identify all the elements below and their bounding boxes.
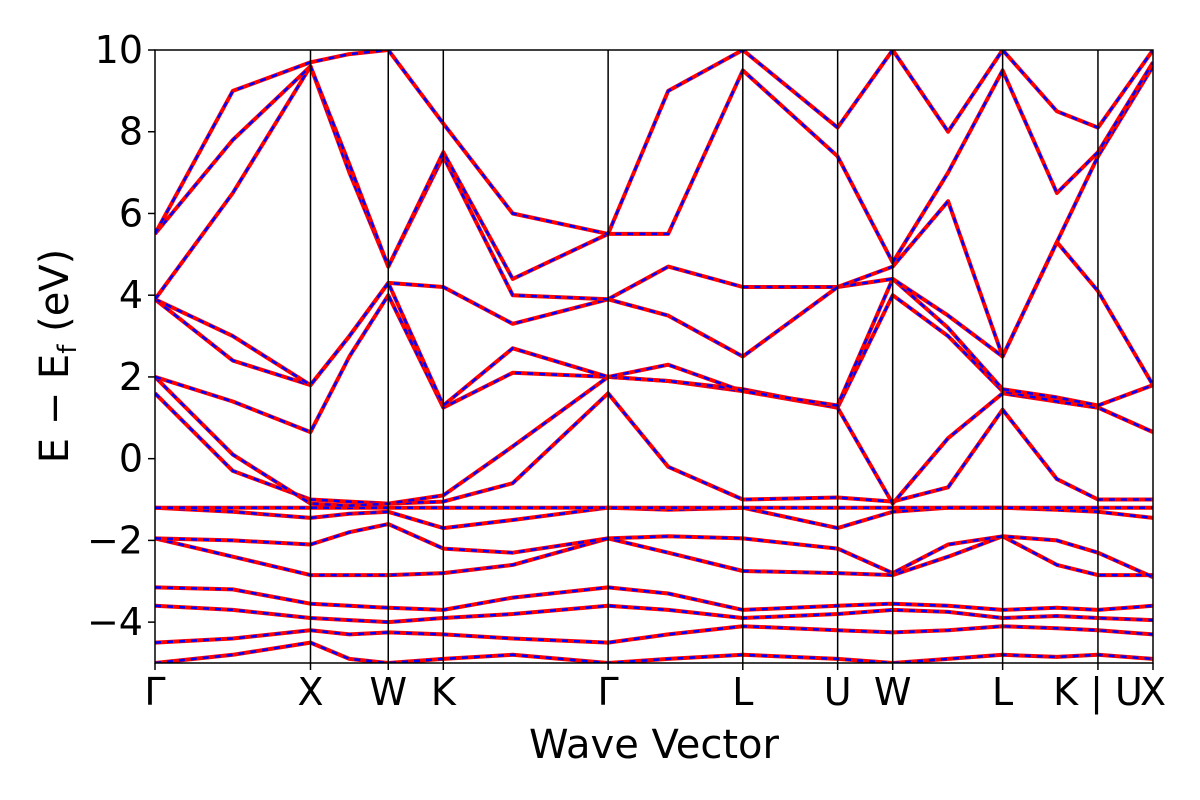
x-tick-label: X [1140,670,1166,714]
kpoint-divider-lines [309,50,1099,663]
y-axis-title-prefix: E − E [32,354,78,464]
y-axis-title-subscript: f [53,344,83,354]
band-line-dashed-16 [155,50,1153,236]
y-tick-label: 4 [119,273,143,317]
y-tick-label: −2 [87,518,143,562]
y-axis-ticks: 10 8 6 4 2 0 −2 −4 [87,28,155,644]
x-tick-label: U [824,670,852,714]
x-tick-label: Γ [144,670,165,714]
band-lines [155,50,1153,663]
y-tick-label: 8 [119,110,143,154]
band-line-dashed-11 [155,292,1153,434]
band-line-dashed-9 [155,391,1153,505]
band-line-dashed-1 [155,641,1153,663]
band-line-dashed-5 [155,534,1153,577]
y-tick-label: 10 [95,28,143,72]
x-tick-label: K [431,670,457,714]
x-tick-label: K | U [1053,670,1143,715]
band-line-dashed-4 [155,586,1153,612]
y-tick-label: −4 [87,600,143,644]
band-line-dashed-2 [155,624,1153,644]
x-tick-label: L [732,670,753,714]
plot-frame [154,49,1154,664]
band-line-dashed-12 [155,276,1153,408]
x-tick-label: W [874,670,912,714]
x-axis-title: Wave Vector [529,722,780,768]
y-tick-label: 6 [119,191,143,235]
band-line-dashed-15 [155,61,1153,281]
band-line-dashed-3 [155,604,1153,624]
y-tick-label: 0 [119,437,143,481]
y-axis-title-suffix: (eV) [32,249,78,345]
y-tick-label: 2 [119,355,143,399]
x-tick-label: W [369,670,407,714]
x-tick-label: X [297,670,323,714]
y-axis-title: E − Ef (eV) [32,249,83,464]
band-line-14 [155,64,1153,359]
band-line-dashed-6 [155,522,1153,579]
x-tick-label: Γ [598,670,619,714]
band-line-dashed-7 [155,506,1153,530]
x-tick-label: L [992,670,1013,714]
